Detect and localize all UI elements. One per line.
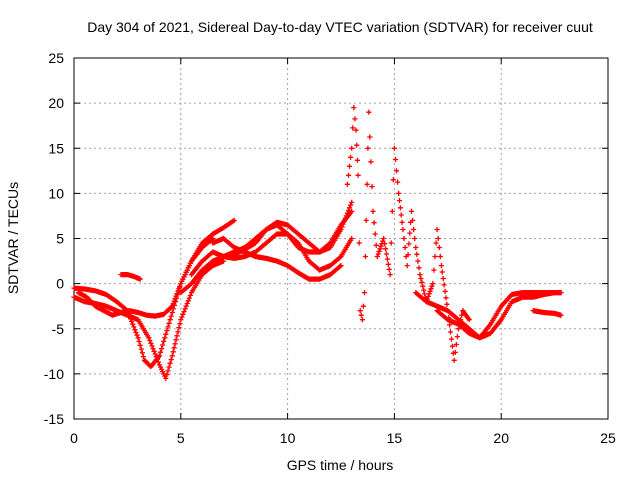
point-markers — [530, 308, 564, 318]
y-tick-label: 10 — [48, 185, 64, 201]
series-tail-a — [413, 290, 564, 341]
point-markers — [220, 208, 355, 260]
x-tick-label: 25 — [600, 430, 616, 446]
y-tick-label: 0 — [56, 276, 64, 292]
point-markers — [434, 290, 564, 341]
point-markers — [75, 217, 237, 319]
series-spikes — [344, 105, 472, 363]
y-tick-label: 5 — [56, 231, 64, 247]
y-tick-label: 25 — [48, 50, 64, 66]
x-tick-label: 15 — [387, 430, 403, 446]
point-markers — [344, 105, 472, 363]
x-tick-label: 5 — [177, 430, 185, 446]
x-tick-label: 10 — [280, 430, 296, 446]
series-tail-c — [530, 308, 564, 318]
point-markers — [118, 272, 143, 282]
ticks: 0 5 10 15 20 25 -15 -10 -5 0 5 10 15 20 25 — [44, 50, 616, 446]
point-markers — [413, 290, 564, 341]
series-tail-b — [434, 290, 564, 341]
series-track-d — [118, 272, 143, 282]
x-axis-label: GPS time / hours — [287, 457, 394, 473]
y-tick-label: -5 — [52, 321, 65, 337]
y-tick-label: -15 — [44, 411, 64, 427]
series-track-h — [220, 208, 355, 260]
y-tick-label: 20 — [48, 95, 64, 111]
x-tick-label: 0 — [70, 430, 78, 446]
chart-title: Day 304 of 2021, Sidereal Day-to-day VTE… — [87, 19, 593, 35]
grid — [74, 58, 608, 419]
y-axis-label: SDTVAR / TECUs — [5, 182, 21, 294]
data-points — [71, 105, 564, 381]
series-track-c — [75, 217, 237, 319]
y-tick-label: -10 — [44, 366, 64, 382]
y-tick-label: 15 — [48, 140, 64, 156]
x-tick-label: 20 — [493, 430, 509, 446]
